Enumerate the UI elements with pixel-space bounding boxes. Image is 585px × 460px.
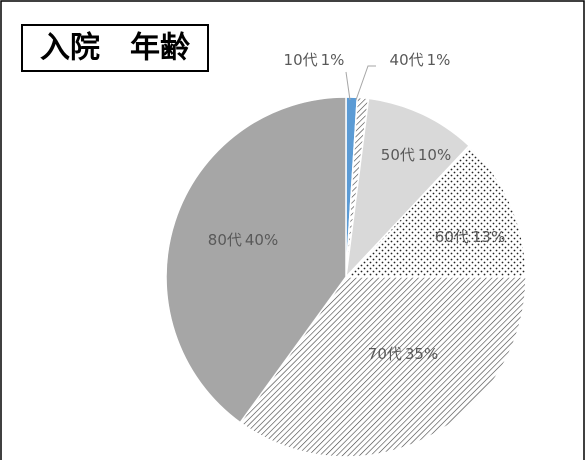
chart-title: 入院 年齢	[40, 31, 190, 66]
category-label: 80代	[208, 231, 242, 249]
data-label: 10代 1%	[284, 51, 345, 69]
leader-line	[355, 65, 376, 101]
value-label: 1%	[321, 51, 345, 69]
leader-line	[345, 71, 351, 101]
category-label: 50代	[381, 146, 415, 164]
value-label: 35%	[405, 345, 438, 363]
title-box	[21, 24, 209, 72]
category-label: 70代	[368, 345, 402, 363]
data-label: 60代 13%	[435, 228, 505, 246]
data-label: 80代 40%	[208, 231, 278, 249]
value-label: 40%	[245, 231, 278, 249]
category-label: 10代	[284, 51, 318, 69]
pie-outline	[165, 96, 527, 458]
data-label: 50代 10%	[381, 146, 451, 164]
data-label: 40代 1%	[390, 51, 451, 69]
value-label: 10%	[418, 146, 451, 164]
value-label: 13%	[472, 228, 505, 246]
value-label: 1%	[427, 51, 451, 69]
data-label: 70代 35%	[368, 345, 438, 363]
category-label: 60代	[435, 228, 469, 246]
category-label: 40代	[390, 51, 424, 69]
